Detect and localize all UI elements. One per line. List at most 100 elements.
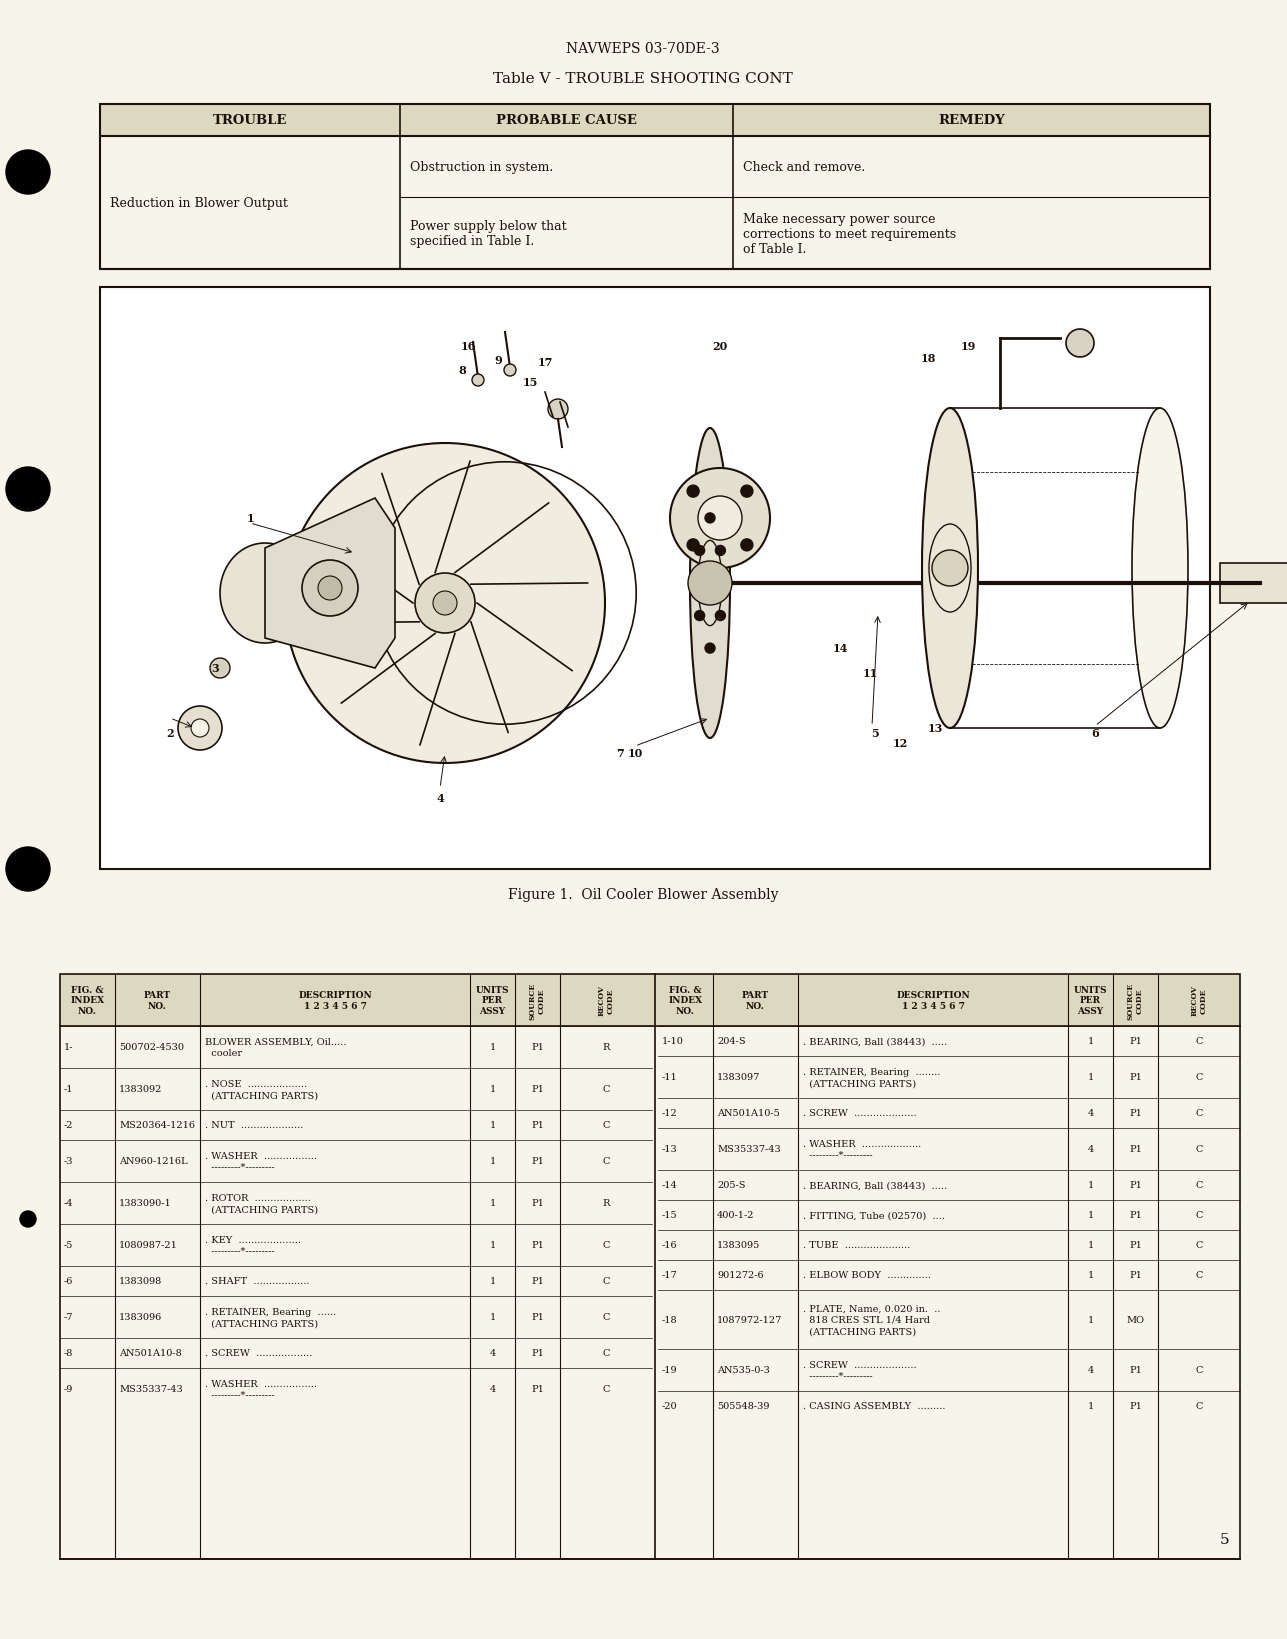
Text: FIG. &
INDEX
NO.: FIG. & INDEX NO.	[71, 985, 104, 1015]
Ellipse shape	[921, 408, 978, 729]
Text: 4: 4	[436, 793, 444, 805]
Text: 1-10: 1-10	[662, 1037, 683, 1046]
Text: Obstruction in system.: Obstruction in system.	[409, 161, 553, 174]
Text: MS35337-43: MS35337-43	[717, 1144, 781, 1154]
Text: 13: 13	[928, 723, 942, 734]
Text: 6: 6	[1091, 728, 1099, 739]
Bar	[60, 975, 1239, 1026]
Text: 1: 1	[1088, 1401, 1094, 1411]
Circle shape	[705, 513, 716, 523]
Text: Table V - TROUBLE SHOOTING CONT: Table V - TROUBLE SHOOTING CONT	[493, 72, 793, 85]
Text: RECOV
CODE: RECOV CODE	[597, 985, 615, 1016]
Text: . PLATE, Name, 0.020 in.  ..
  818 CRES STL 1/4 Hard
  (ATTACHING PARTS): . PLATE, Name, 0.020 in. .. 818 CRES STL…	[803, 1305, 941, 1336]
Text: . BEARING, Ball (38443)  .....: . BEARING, Ball (38443) .....	[803, 1180, 947, 1190]
Text: . ROTOR  ..................
  (ATTACHING PARTS): . ROTOR .................. (ATTACHING PA…	[205, 1193, 318, 1213]
Text: . WASHER  .................
  ---------*---------: . WASHER ................. ---------*---…	[205, 1151, 317, 1172]
Text: FIG. &
INDEX
NO.: FIG. & INDEX NO.	[668, 985, 703, 1015]
Text: -15: -15	[662, 1211, 678, 1219]
Text: C: C	[602, 1241, 610, 1249]
Text: -18: -18	[662, 1314, 678, 1324]
Text: -19: -19	[662, 1365, 678, 1375]
Text: 1: 1	[1088, 1211, 1094, 1219]
Bar	[100, 105, 1210, 138]
Text: -8: -8	[64, 1349, 73, 1357]
Text: . NUT  ....................: . NUT ....................	[205, 1121, 304, 1129]
Text: 4: 4	[489, 1349, 495, 1357]
Text: C: C	[1196, 1110, 1202, 1118]
Text: -11: -11	[662, 1074, 678, 1082]
Ellipse shape	[690, 429, 730, 739]
Text: C: C	[1196, 1180, 1202, 1190]
Text: 5: 5	[1220, 1532, 1230, 1546]
Circle shape	[687, 539, 699, 552]
Circle shape	[318, 577, 342, 600]
Text: 1080987-21: 1080987-21	[118, 1241, 178, 1249]
Text: Power supply below that
specified in Table I.: Power supply below that specified in Tab…	[409, 220, 566, 247]
Text: P1: P1	[532, 1277, 544, 1285]
Text: 1: 1	[489, 1277, 495, 1285]
Text: C: C	[602, 1121, 610, 1129]
Text: P1: P1	[1129, 1144, 1142, 1154]
Text: 9: 9	[494, 354, 502, 365]
Text: P1: P1	[532, 1042, 544, 1052]
Text: C: C	[1196, 1144, 1202, 1154]
Text: 4: 4	[1088, 1144, 1094, 1154]
Ellipse shape	[220, 544, 310, 644]
Text: 1383096: 1383096	[118, 1313, 162, 1321]
Text: 4: 4	[1088, 1365, 1094, 1375]
Text: DESCRIPTION
1 2 3 4 5 6 7: DESCRIPTION 1 2 3 4 5 6 7	[299, 990, 372, 1010]
Circle shape	[284, 444, 605, 764]
Text: P1: P1	[1129, 1110, 1142, 1118]
Text: UNITS
PER
ASSY: UNITS PER ASSY	[476, 985, 510, 1015]
Text: PROBABLE CAUSE: PROBABLE CAUSE	[495, 115, 637, 128]
Text: 205-S: 205-S	[717, 1180, 745, 1190]
Text: 1: 1	[489, 1121, 495, 1129]
Text: MO: MO	[1126, 1314, 1144, 1324]
Text: 1: 1	[246, 513, 254, 524]
Text: 7: 7	[616, 747, 624, 759]
Text: P1: P1	[532, 1198, 544, 1208]
Text: REMEDY: REMEDY	[938, 115, 1005, 128]
Text: MS35337-43: MS35337-43	[118, 1385, 183, 1393]
Text: AN501A10-8: AN501A10-8	[118, 1349, 181, 1357]
Text: 505548-39: 505548-39	[717, 1401, 770, 1411]
Text: 20: 20	[713, 341, 727, 351]
Text: -16: -16	[662, 1241, 678, 1249]
Text: 1087972-127: 1087972-127	[717, 1314, 782, 1324]
Text: P1: P1	[1129, 1401, 1142, 1411]
Text: P1: P1	[1129, 1241, 1142, 1249]
Text: -9: -9	[64, 1385, 73, 1393]
Text: SOURCE
CODE: SOURCE CODE	[529, 982, 546, 1019]
Text: . SHAFT  ..................: . SHAFT ..................	[205, 1277, 310, 1285]
Bar	[60, 975, 1239, 1559]
Circle shape	[190, 720, 208, 738]
Text: 1383095: 1383095	[717, 1241, 761, 1249]
Circle shape	[716, 611, 726, 621]
Text: P1: P1	[532, 1121, 544, 1129]
Text: -20: -20	[662, 1401, 678, 1411]
Text: 11: 11	[862, 669, 878, 679]
Text: AN501A10-5: AN501A10-5	[717, 1110, 780, 1118]
Text: . TUBE  .....................: . TUBE .....................	[803, 1241, 910, 1249]
Text: P1: P1	[532, 1157, 544, 1165]
Circle shape	[210, 659, 230, 679]
Circle shape	[1066, 329, 1094, 357]
Text: . SCREW  ....................: . SCREW ....................	[803, 1110, 916, 1118]
Text: Make necessary power source
corrections to meet requirements
of Table I.: Make necessary power source corrections …	[743, 213, 956, 256]
Circle shape	[548, 400, 568, 420]
Text: BLOWER ASSEMBLY, Oil.....
  cooler: BLOWER ASSEMBLY, Oil..... cooler	[205, 1037, 346, 1057]
Bar	[100, 105, 1210, 270]
Text: P1: P1	[1129, 1037, 1142, 1046]
Text: -4: -4	[64, 1198, 73, 1208]
Bar	[100, 288, 1210, 869]
Text: 18: 18	[920, 352, 936, 364]
Text: 12: 12	[892, 738, 907, 749]
Text: 3: 3	[211, 664, 219, 674]
Circle shape	[6, 467, 50, 511]
Text: 400-1-2: 400-1-2	[717, 1211, 754, 1219]
Text: 1: 1	[1088, 1037, 1094, 1046]
Text: -14: -14	[662, 1180, 678, 1190]
Text: . BEARING, Ball (38443)  .....: . BEARING, Ball (38443) .....	[803, 1037, 947, 1046]
Text: Reduction in Blower Output: Reduction in Blower Output	[109, 197, 288, 210]
Text: C: C	[602, 1085, 610, 1093]
